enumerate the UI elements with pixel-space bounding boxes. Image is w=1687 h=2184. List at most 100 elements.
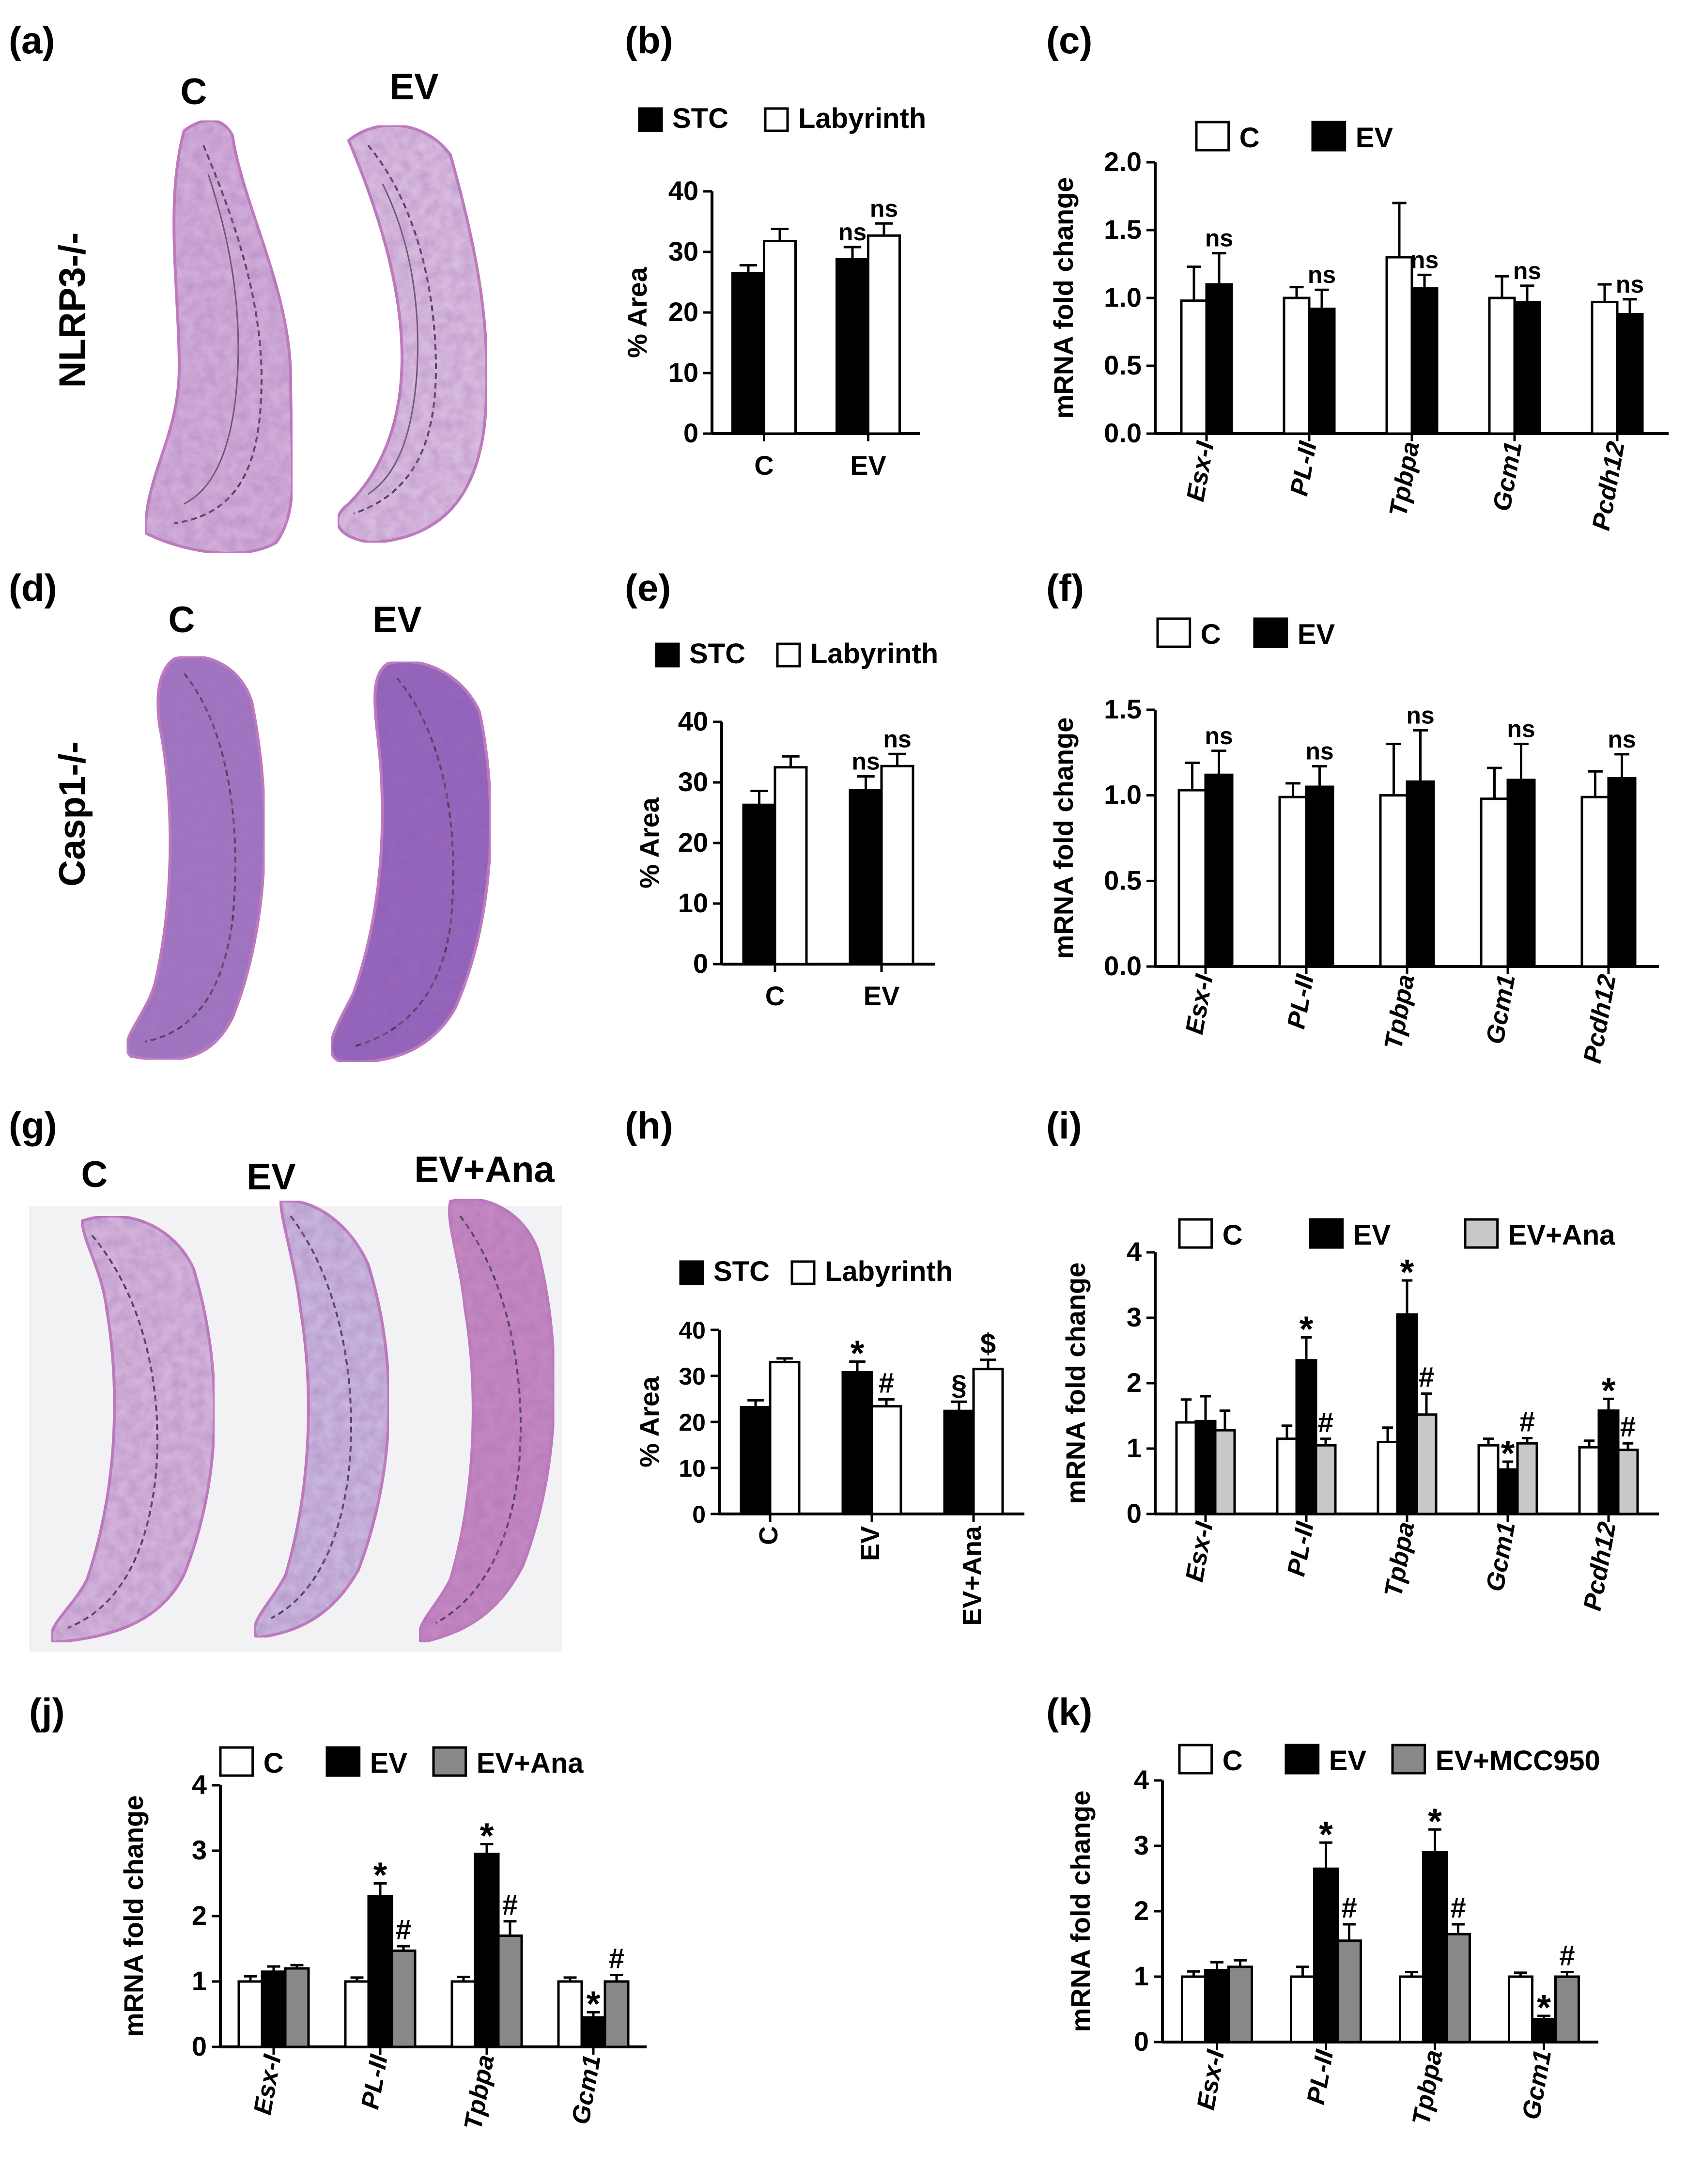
bar-EV-Pcdh12 xyxy=(1616,313,1644,435)
significance-mark: * xyxy=(587,1983,601,2024)
histology-g-ev xyxy=(253,1199,390,1639)
y-tick-label: 1 xyxy=(192,1966,207,1996)
bar-EV+Ana-Pcdh12 xyxy=(1617,1449,1639,1515)
y-axis-label: % Area xyxy=(634,1376,665,1467)
panel-letter-i: (i) xyxy=(1046,1104,1082,1147)
significance-mark: # xyxy=(1318,1407,1333,1438)
legend-label: EV+Ana xyxy=(1508,1219,1616,1251)
histology-d-ev xyxy=(329,660,492,1063)
legend-swatch xyxy=(776,642,801,668)
legend-label: EV xyxy=(1298,619,1335,650)
y-tick-label: 0 xyxy=(1134,2026,1149,2057)
bar-C-Gcm1 xyxy=(557,1980,583,2048)
significance-mark: ns xyxy=(851,748,880,775)
legend-label: STC xyxy=(672,103,728,134)
histology-d-control xyxy=(125,655,266,1061)
category-label: EV xyxy=(864,981,900,1011)
y-tick-label: 40 xyxy=(679,1317,706,1344)
bar-C-Esx-I xyxy=(237,1980,263,2048)
bar-EV+MCC950-Gcm1 xyxy=(1554,1975,1580,2044)
bar-C-Esx-I xyxy=(1180,299,1208,435)
legend-swatch xyxy=(432,1746,467,1777)
y-tick-label: 3 xyxy=(1127,1302,1142,1332)
image-label-a-c: C xyxy=(181,71,207,112)
legend-swatch xyxy=(1253,617,1288,648)
bar-C-Pcdh12 xyxy=(1578,1446,1600,1515)
legend-swatch xyxy=(1311,121,1347,152)
bar-EV-Gcm1 xyxy=(1497,1468,1519,1515)
y-tick-label: 2.0 xyxy=(1104,146,1142,177)
legend-label: Labyrinth xyxy=(798,103,926,134)
y-axis-label: mRNA fold change xyxy=(1048,177,1079,419)
bar-EV-PL-II xyxy=(367,1895,393,2048)
significance-mark: # xyxy=(1450,1892,1466,1924)
bar-EV+Ana-PL-II xyxy=(1315,1444,1337,1515)
significance-mark: * xyxy=(1602,1370,1616,1410)
bar-EV-Tpbpa xyxy=(1422,1851,1448,2044)
y-tick-label: 0 xyxy=(192,2031,207,2061)
panel-letter-h: (h) xyxy=(625,1104,673,1147)
image-label-a-ev: EV xyxy=(389,66,439,108)
significance-mark: * xyxy=(480,1816,494,1856)
category-label: Pcdh12 xyxy=(1579,1520,1622,1613)
legend-swatch xyxy=(1178,1744,1213,1775)
bar-Labyrinth-EV xyxy=(870,1405,902,1515)
category-label: Gcm1 xyxy=(1517,2048,1557,2122)
category-label: Pcdh12 xyxy=(1587,439,1630,532)
category-label: Tpbpa xyxy=(459,2053,500,2132)
y-tick-label: 2 xyxy=(1127,1367,1142,1398)
image-label-d-c: C xyxy=(169,599,195,640)
y-axis-label: mRNA fold change xyxy=(118,1795,149,2037)
significance-mark: * xyxy=(373,1855,387,1895)
significance-mark: ns xyxy=(883,725,911,752)
category-label: Gcm1 xyxy=(1481,1520,1521,1593)
significance-mark: # xyxy=(1341,1892,1357,1924)
bar-C-Gcm1 xyxy=(1508,1975,1533,2044)
significance-mark: # xyxy=(1519,1406,1535,1437)
bar-STC-EV xyxy=(841,1371,873,1515)
bar-Labyrinth-EV xyxy=(867,234,901,435)
bar-EV-Esx-I xyxy=(1204,773,1234,968)
y-tick-label: 10 xyxy=(678,888,708,918)
row-label-nlrp3: NLRP3-/- xyxy=(52,233,93,388)
legend-label: C xyxy=(1201,619,1221,650)
panel-letter-c: (c) xyxy=(1046,19,1092,62)
y-tick-label: 10 xyxy=(668,357,698,388)
category-label: Esx-I xyxy=(1180,1519,1219,1584)
y-tick-label: 10 xyxy=(679,1455,706,1482)
chart-k: 0 1 2 3 4 mRNA fold change Esx-I PL-II Tpbpa Gcm1… xyxy=(1065,1744,1600,2127)
chart-h: 0 10 20 30 40 % Area C EV EV+Ana * # § $ STC Labyrinth xyxy=(634,1256,1024,1626)
y-axis-label: mRNA fold change xyxy=(1060,1263,1091,1504)
histology-g-control xyxy=(50,1215,216,1644)
bar-EV-PL-II xyxy=(1305,785,1334,968)
legend-label: STC xyxy=(689,638,745,670)
y-tick-label: 1.5 xyxy=(1104,214,1142,245)
bar-C-PL-II xyxy=(1283,296,1311,435)
y-tick-label: 20 xyxy=(668,296,698,327)
bar-EV+Ana-PL-II xyxy=(390,1950,417,2048)
histology-a-control xyxy=(143,119,294,555)
image-label-d-ev: EV xyxy=(372,599,422,640)
bar-C-Tpbpa xyxy=(450,1980,477,2048)
bar-STC-C xyxy=(731,272,765,435)
legend-label: EV xyxy=(1353,1219,1391,1251)
bar-EV-PL-II xyxy=(1295,1359,1317,1515)
y-tick-label: 2 xyxy=(192,1900,207,1931)
bar-EV+Ana-Tpbpa xyxy=(497,1934,523,2048)
bar-C-Tpbpa xyxy=(1399,1975,1424,2044)
legend-swatch xyxy=(1464,1218,1499,1249)
bar-Labyrinth-C xyxy=(763,240,797,435)
y-tick-label: 0 xyxy=(683,418,698,448)
bar-EV+MCC950-PL-II xyxy=(1336,1939,1362,2044)
y-axis-label: mRNA fold change xyxy=(1048,718,1079,959)
legend-label: C xyxy=(263,1747,284,1779)
bar-C-Gcm1 xyxy=(1477,1444,1500,1515)
bar-C-PL-II xyxy=(1276,1437,1298,1515)
bar-C-PL-II xyxy=(1278,796,1308,968)
chart-j: 0 1 2 3 4 mRNA fold change Esx-I PL-II Tpbpa Gcm1… xyxy=(118,1746,647,2132)
bar-EV-Pcdh12 xyxy=(1597,1409,1620,1515)
y-tick-label: 3 xyxy=(192,1835,207,1865)
row-label-casp1: Casp1-/- xyxy=(52,741,93,887)
significance-mark: ns xyxy=(870,195,898,222)
